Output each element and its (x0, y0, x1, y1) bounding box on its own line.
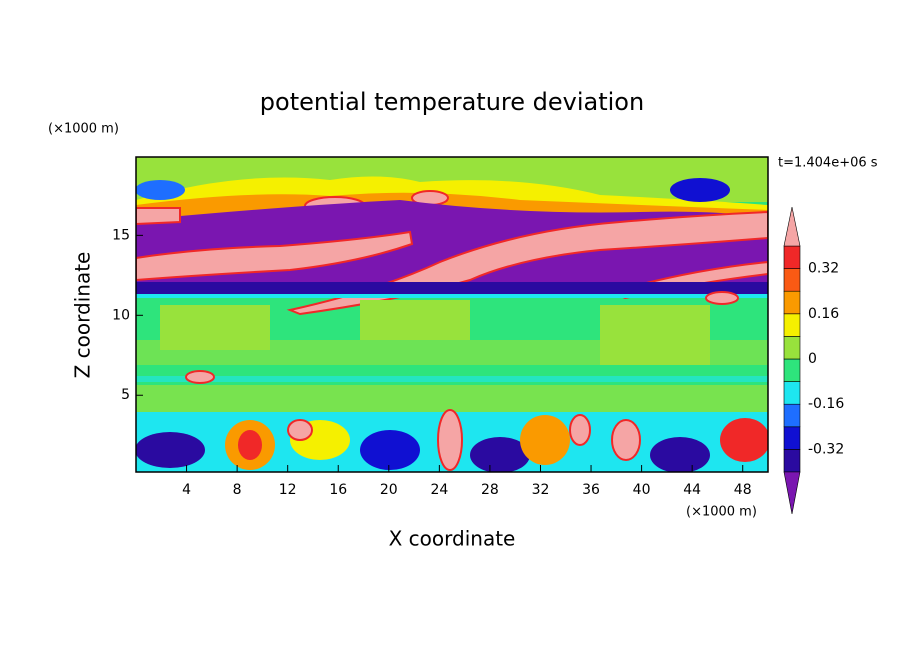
y-unit: (×1000 m) (48, 122, 119, 137)
colorbar-tick-label: -0.16 (808, 396, 844, 412)
time-label: t=1.404e+06 s (778, 156, 878, 171)
x-tick-label: 48 (734, 482, 752, 498)
x-tick-label: 28 (481, 482, 499, 498)
x-tick-label: 16 (329, 482, 347, 498)
colorbar-box (783, 268, 801, 292)
y-axis-label: Z coordinate (71, 252, 95, 379)
y-tick-label: 10 (112, 307, 130, 323)
colorbar-low-triangle (783, 471, 801, 515)
x-tick-label: 12 (279, 482, 297, 498)
y-tick-label: 5 (121, 387, 130, 403)
colorbar-box (783, 336, 801, 360)
chart-title: potential temperature deviation (260, 88, 644, 116)
y-tick-label: 15 (112, 227, 130, 243)
colorbar-box (783, 290, 801, 315)
x-tick-label: 20 (380, 482, 398, 498)
x-tick-label: 8 (233, 482, 242, 498)
colorbar-tick-label: 0.16 (808, 306, 839, 322)
colorbar-high-triangle (783, 206, 801, 247)
colorbar-tick-label: 0 (808, 351, 817, 367)
colorbar-tick-label: 0.32 (808, 261, 839, 277)
colorbar-box (783, 426, 801, 450)
colorbar-box (783, 449, 801, 473)
colorbar-box (783, 403, 801, 428)
contour-field (136, 157, 768, 472)
x-tick-label: 32 (532, 482, 550, 498)
colorbar-box (783, 381, 801, 405)
x-tick-label: 44 (683, 482, 701, 498)
colorbar-box (783, 245, 801, 269)
colorbar-box (783, 358, 801, 382)
colorbar-tick-label: -0.32 (808, 441, 844, 457)
x-tick-label: 40 (633, 482, 651, 498)
x-unit: (×1000 m) (686, 505, 757, 520)
x-tick-label: 36 (582, 482, 600, 498)
x-tick-label: 4 (182, 482, 191, 498)
x-axis-label: X coordinate (389, 527, 516, 551)
x-tick-label: 24 (430, 482, 448, 498)
plot-frame (135, 156, 769, 473)
colorbar-box (783, 313, 801, 337)
